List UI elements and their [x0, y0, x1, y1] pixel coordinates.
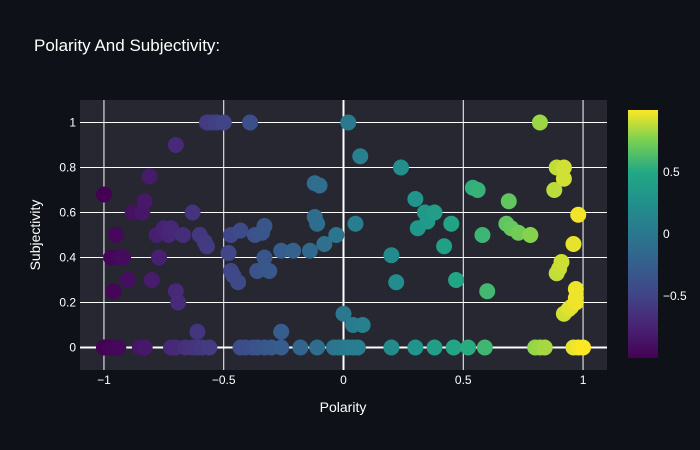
chart-title: Polarity And Subjectivity:	[34, 36, 220, 55]
data-point	[352, 148, 369, 165]
data-point	[555, 159, 572, 176]
data-point	[115, 249, 132, 266]
y-tick-label: 0.4	[59, 251, 76, 265]
x-tick-label: −1	[97, 373, 111, 387]
y-tick-label: 0.8	[59, 161, 76, 175]
data-point	[383, 247, 400, 264]
x-tick-label: 1	[580, 373, 587, 387]
data-point	[163, 220, 180, 237]
y-axis-ticks: 0 0.2 0.4 0.6 0.8 1	[59, 116, 76, 355]
data-point	[335, 305, 352, 322]
y-tick-label: 0	[69, 341, 76, 355]
data-point	[388, 274, 405, 291]
data-point	[510, 224, 527, 241]
data-point	[474, 227, 491, 243]
data-point	[189, 323, 206, 340]
data-point	[136, 339, 153, 356]
data-point	[328, 227, 345, 243]
data-point	[107, 227, 124, 243]
data-point	[273, 339, 290, 356]
data-point	[354, 317, 371, 333]
y-tick-label: 0.6	[59, 206, 76, 220]
x-tick-label: 0	[340, 373, 347, 387]
data-point	[445, 339, 462, 356]
data-point	[309, 339, 326, 356]
data-point	[426, 339, 443, 356]
colorbar	[628, 110, 658, 358]
y-axis-title: Subjectivity	[27, 200, 43, 271]
data-point	[340, 114, 357, 131]
data-point	[479, 283, 496, 300]
data-point	[141, 168, 158, 185]
data-point	[536, 339, 553, 356]
data-point	[175, 227, 192, 243]
data-point	[469, 182, 486, 198]
data-point	[383, 339, 400, 356]
data-point	[426, 204, 443, 221]
data-point	[285, 242, 302, 259]
data-point	[215, 114, 232, 131]
data-point	[347, 215, 364, 232]
data-point	[407, 339, 424, 356]
data-point	[476, 339, 493, 356]
data-point	[407, 191, 424, 207]
data-point	[436, 238, 453, 255]
data-point	[242, 114, 259, 131]
data-point	[316, 236, 333, 252]
data-point	[575, 339, 592, 356]
y-tick-label: 0.2	[59, 296, 76, 310]
data-point	[273, 242, 290, 259]
data-point	[570, 206, 587, 223]
data-point	[261, 263, 278, 279]
data-point	[309, 215, 326, 232]
data-point	[460, 339, 477, 356]
data-point	[119, 272, 136, 288]
x-axis-ticks: −1 −0.5 0 0.5 1	[97, 373, 587, 387]
data-point	[198, 238, 215, 255]
data-point	[167, 137, 184, 153]
data-point	[565, 236, 582, 252]
data-point	[256, 218, 273, 234]
colorbar-tick-label: 0	[663, 227, 670, 241]
data-point	[170, 294, 187, 311]
data-point	[201, 339, 218, 356]
data-point	[136, 193, 153, 210]
data-point	[500, 193, 517, 210]
data-point	[546, 182, 563, 198]
data-points	[95, 114, 592, 356]
data-point	[292, 339, 309, 356]
data-point	[392, 159, 409, 176]
data-point	[95, 186, 112, 203]
data-point	[220, 245, 237, 261]
data-point	[531, 114, 548, 131]
colorbar-ticks: 0.5 0 −0.5	[663, 165, 687, 303]
data-point	[184, 204, 201, 221]
data-point	[151, 249, 168, 266]
data-point	[555, 170, 572, 187]
data-point	[143, 272, 160, 288]
x-tick-label: 0.5	[455, 373, 472, 387]
data-point	[105, 283, 122, 300]
data-point	[522, 227, 539, 243]
data-point	[273, 323, 290, 340]
y-tick-label: 1	[69, 116, 76, 130]
data-point	[301, 242, 318, 259]
data-point	[567, 281, 584, 297]
data-point	[349, 339, 366, 356]
data-point	[311, 177, 328, 194]
data-point	[256, 249, 273, 266]
data-point	[110, 339, 127, 356]
data-point	[230, 274, 247, 291]
data-point	[553, 254, 570, 270]
x-axis-title: Polarity	[320, 399, 367, 415]
colorbar-tick-label: −0.5	[663, 289, 687, 303]
x-tick-label: −0.5	[212, 373, 236, 387]
data-point	[232, 222, 249, 239]
data-point	[443, 215, 460, 232]
colorbar-tick-label: 0.5	[663, 165, 680, 179]
data-point	[448, 272, 465, 288]
